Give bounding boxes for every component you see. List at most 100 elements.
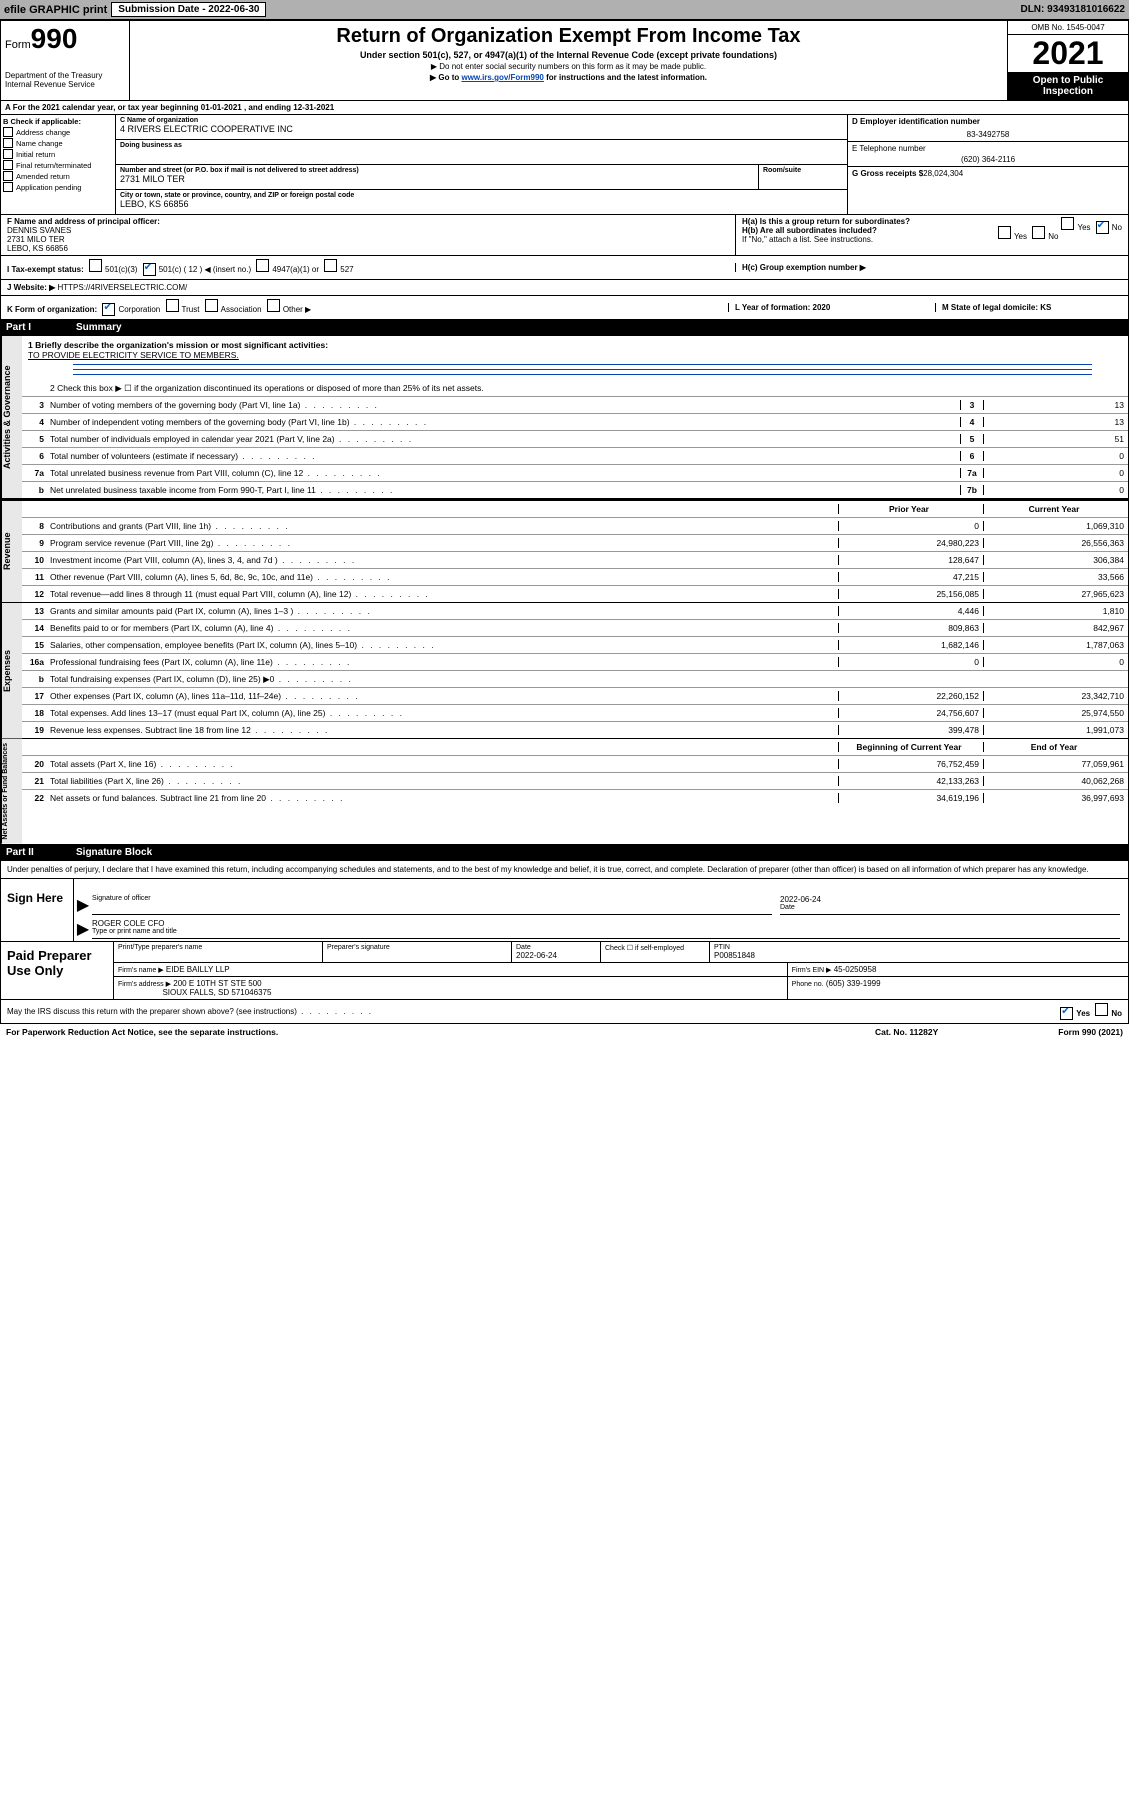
row-num: 4 [22,417,48,427]
discuss-text: May the IRS discuss this return with the… [7,1007,373,1016]
corp-checkbox[interactable] [102,303,115,316]
officer-city: LEBO, KS 66856 [7,244,68,253]
row-num: 22 [22,793,48,803]
dba-label: Doing business as [120,142,843,149]
assoc-checkbox[interactable] [205,299,218,312]
row-desc: Program service revenue (Part VIII, line… [48,537,838,549]
summary-row: 18 Total expenses. Add lines 13–17 (must… [22,705,1128,722]
corp-label: Corporation [118,305,160,314]
row-num: 11 [22,572,48,582]
row-value: 0 [983,485,1128,495]
527-checkbox[interactable] [324,259,337,272]
sig-name: ROGER COLE CFO [92,919,164,928]
pt-label: Print/Type preparer's name [118,944,318,951]
prior-year-header: Prior Year [838,504,983,514]
checkbox-address-change[interactable] [3,127,13,137]
website-row: J Website: ▶ HTTPS://4RIVERSELECTRIC.COM… [0,280,1129,296]
mission-text: TO PROVIDE ELECTRICITY SERVICE TO MEMBER… [28,350,239,360]
checkbox-amended[interactable] [3,171,13,181]
4947-checkbox[interactable] [256,259,269,272]
501c3-checkbox[interactable] [89,259,102,272]
part1-title: Summary [76,322,122,333]
submission-date-button[interactable]: Submission Date - 2022-06-30 [111,2,266,17]
row-cellnum: 6 [960,451,983,461]
curr-value: 306,384 [983,555,1128,565]
prior-value: 4,446 [838,606,983,616]
firm-addr-label: Firm's address ▶ [118,981,171,988]
prior-value: 47,215 [838,572,983,582]
prior-value: 76,752,459 [838,759,983,769]
row-value: 51 [983,434,1128,444]
summary-row: 12 Total revenue—add lines 8 through 11 … [22,586,1128,602]
website-label: J Website: ▶ [7,283,55,292]
row-cellnum: 5 [960,434,983,444]
k-label: K Form of organization: [7,305,97,314]
curr-value: 1,787,063 [983,640,1128,650]
cat-no: Cat. No. 11282Y [875,1027,938,1037]
city-value: LEBO, KS 66856 [120,199,843,209]
sign-here-label: Sign Here [1,879,74,941]
discuss-no-checkbox[interactable] [1095,1003,1108,1016]
row-num: 20 [22,759,48,769]
501c-checkbox[interactable] [143,263,156,276]
phone-label: E Telephone number [852,144,926,153]
mission-line [73,366,1092,370]
firm-addr: 200 E 10TH ST STE 500 [173,979,261,988]
firm-ein: 45-0250958 [834,965,877,974]
trust-checkbox[interactable] [166,299,179,312]
firm-name: EIDE BAILLY LLP [166,965,230,974]
checkbox-initial-return[interactable] [3,149,13,159]
tax-status-label: I Tax-exempt status: [7,265,84,274]
ha-yes-checkbox[interactable] [1061,217,1074,230]
row-value: 13 [983,417,1128,427]
prep-date: 2022-06-24 [516,951,557,960]
label-amended: Amended return [16,172,70,181]
row-cellnum: 7b [960,485,983,495]
discuss-yes-checkbox[interactable] [1060,1007,1073,1020]
expenses-block: Expenses 13 Grants and similar amounts p… [0,603,1129,739]
501c-insert: 12 [188,265,197,274]
row-desc: Total assets (Part X, line 16) [48,758,838,770]
part2-header: Part II Signature Block [0,845,1129,860]
summary-row: 17 Other expenses (Part IX, column (A), … [22,688,1128,705]
label-address-change: Address change [16,128,70,137]
checkbox-final-return[interactable] [3,160,13,170]
curr-value: 33,566 [983,572,1128,582]
gross-label: G Gross receipts $ [852,169,923,178]
row-cellnum: 4 [960,417,983,427]
gross-value: 28,024,304 [923,169,963,178]
arrow-icon: ▶ [74,895,92,915]
row-num: 8 [22,521,48,531]
irs-link[interactable]: www.irs.gov/Form990 [461,73,543,82]
form-org-row: K Form of organization: Corporation Trus… [0,296,1129,320]
row-num: 5 [22,434,48,444]
hb-no: No [1048,232,1058,241]
curr-value: 842,967 [983,623,1128,633]
checkbox-app-pending[interactable] [3,182,13,192]
main-info-block: B Check if applicable: Address change Na… [0,115,1129,215]
dln-label: DLN: 93493181016622 [1020,4,1125,15]
sig-date-label: Date [780,904,1120,911]
form-header: Form990 Department of the Treasury Inter… [0,19,1129,101]
other-checkbox[interactable] [267,299,280,312]
sig-date: 2022-06-24 [780,895,821,904]
summary-row: 19 Revenue less expenses. Subtract line … [22,722,1128,738]
501c-post: ) ◀ (insert no.) [200,265,252,274]
prior-value: 25,156,085 [838,589,983,599]
prior-value: 399,478 [838,725,983,735]
note-ssn: ▶ Do not enter social security numbers o… [134,62,1003,71]
row-num: b [22,674,48,684]
trust-label: Trust [182,305,200,314]
curr-value: 40,062,268 [983,776,1128,786]
ha-no-checkbox[interactable] [1096,221,1109,234]
hb-no-checkbox[interactable] [1032,226,1045,239]
hb-yes-checkbox[interactable] [998,226,1011,239]
checkbox-name-change[interactable] [3,138,13,148]
form-number: 990 [31,23,78,54]
curr-value: 1,810 [983,606,1128,616]
form-prefix: Form [5,39,31,51]
gov-side-label: Activities & Governance [1,336,22,498]
part2-label: Part II [6,847,56,858]
summary-row: 3 Number of voting members of the govern… [22,397,1128,414]
4947-label: 4947(a)(1) or [272,265,319,274]
